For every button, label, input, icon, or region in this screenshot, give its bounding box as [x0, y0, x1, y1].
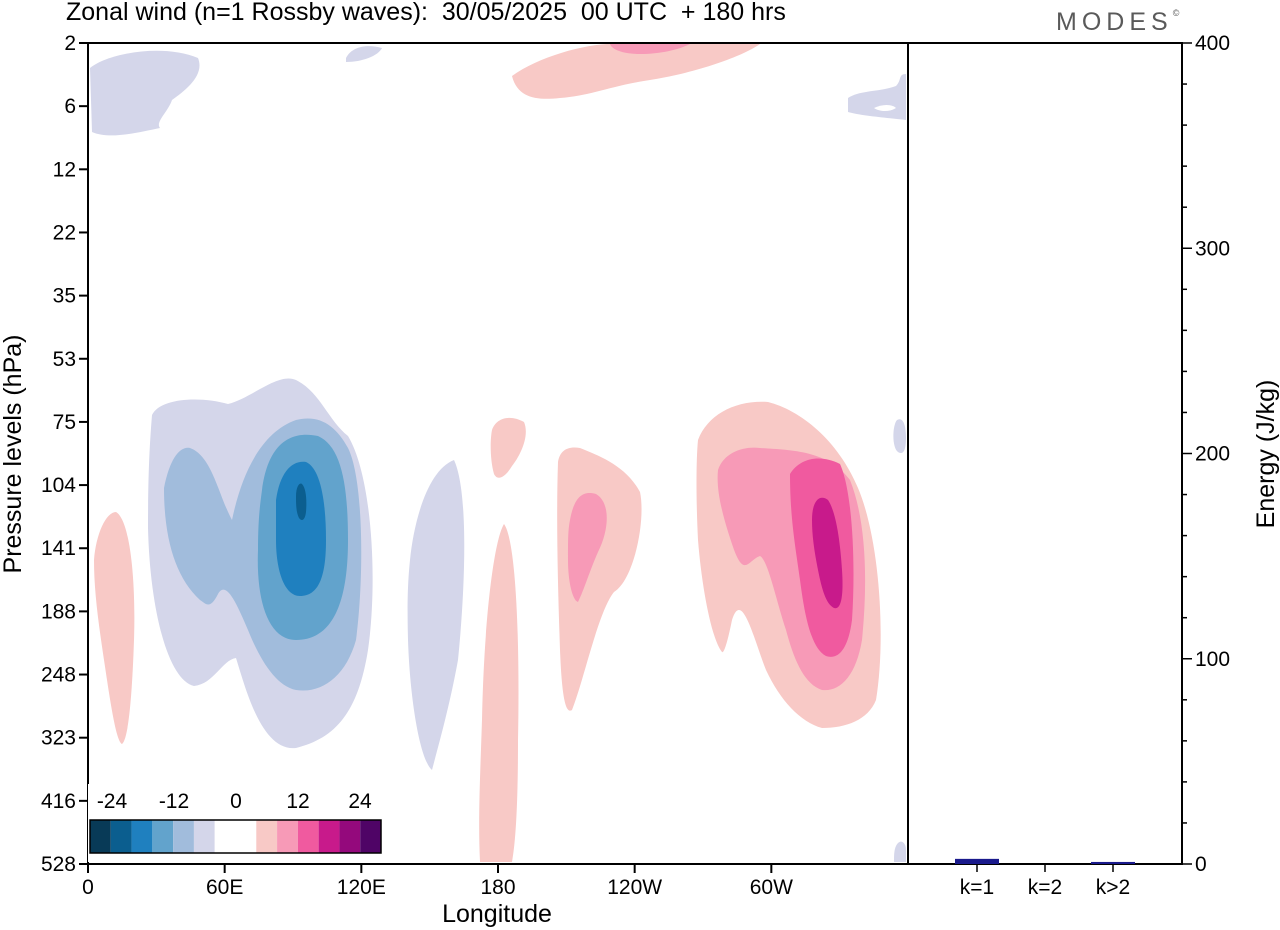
- chart-title: Zonal wind (n=1 Rossby waves): 30/05/202…: [66, 0, 786, 26]
- colorbar-swatch: [173, 820, 194, 853]
- colorbar-swatch: [152, 820, 174, 853]
- longitude-tick-label: 120W: [607, 876, 662, 899]
- contour-neg-level1-midcolumn: [407, 460, 465, 770]
- pressure-tick-label: 104: [41, 474, 76, 497]
- contour-neg-level1-topleft: [90, 50, 200, 136]
- colorbar-label: 12: [286, 790, 309, 813]
- colorbar-swatch: [90, 820, 111, 853]
- contour-neg-level1-top: [346, 46, 382, 62]
- colorbar-legend: -24 -12 0 12 24: [88, 784, 384, 862]
- energy-tick-label: 100: [1195, 648, 1230, 671]
- bar-plot-frame: [907, 42, 1183, 865]
- colorbar-label: 0: [230, 790, 242, 813]
- contour-neg-level1-topright: [848, 74, 906, 120]
- brand-logo: MODES©: [1056, 8, 1179, 37]
- contour-pos-level2-top: [610, 44, 690, 54]
- pressure-tick-label: 6: [64, 95, 76, 118]
- colorbar-swatch: [360, 820, 381, 853]
- energy-tick-label: 0: [1195, 853, 1207, 876]
- colorbar-swatch: [256, 820, 278, 853]
- wavenumber-label: k>2: [1096, 876, 1130, 899]
- colorbar-outline: [89, 819, 382, 854]
- energy-bar-3: [1091, 861, 1135, 864]
- pressure-tick-label: 35: [53, 285, 76, 308]
- contour-pos-level1-top: [512, 43, 760, 99]
- pressure-tick-label: 323: [41, 727, 76, 750]
- longitude-tick-label: 120E: [337, 876, 386, 899]
- energy-tick-label: 200: [1195, 443, 1230, 466]
- colorbar-swatch: [110, 820, 132, 853]
- contour-neg-level5: [296, 483, 307, 520]
- contour-pos-level1-small: [490, 417, 526, 478]
- pressure-tick-label: 53: [53, 348, 76, 371]
- longitude-tick-label: 60W: [750, 876, 793, 899]
- contour-pos-level4: [812, 497, 843, 609]
- x-axis-title: Longitude: [442, 900, 552, 928]
- wavenumber-axis: k=1 k=2 k>2: [960, 864, 1130, 899]
- energy-bars: [955, 858, 1135, 864]
- wavenumber-label: k=1: [960, 876, 994, 899]
- colorbar-swatch: [277, 820, 298, 853]
- pressure-axis: 2 6 12 22 35 53 75 104 141 188 248 323 416 528: [41, 32, 88, 876]
- wavenumber-label: k=2: [1028, 876, 1062, 899]
- colorbar-swatch: [318, 820, 340, 853]
- colorbar-label: -24: [97, 790, 128, 813]
- colorbar-swatch: [214, 820, 236, 853]
- contour-neg-level4: [276, 461, 326, 596]
- longitude-tick-label: 0: [82, 876, 94, 899]
- colorbar-swatch: [131, 820, 153, 853]
- colorbar-swatch: [193, 820, 215, 853]
- energy-tick-label: 300: [1195, 237, 1230, 260]
- colorbar-label: -12: [159, 790, 189, 813]
- pressure-tick-label: 416: [41, 790, 76, 813]
- copyright-mark: ©: [1172, 8, 1180, 18]
- contour-pos-level1-left: [94, 512, 135, 744]
- brand-text: MODES: [1056, 8, 1173, 36]
- pressure-tick-label: 248: [41, 664, 76, 687]
- contour-field: [90, 43, 906, 862]
- longitude-axis: 0 60E 120E 180 120W 60W: [82, 864, 793, 899]
- pressure-tick-label: 75: [53, 411, 76, 434]
- longitude-tick-label: 180: [480, 876, 515, 899]
- pressure-tick-label: 12: [53, 158, 76, 181]
- contour-pos-level2-mid: [568, 493, 607, 602]
- colorbar-swatch: [339, 820, 361, 853]
- pressure-tick-label: 22: [53, 221, 76, 244]
- pressure-tick-label: 528: [41, 853, 76, 876]
- contour-neg-level1-hole: [874, 105, 896, 111]
- contour-neg-level1-bottom-right: [894, 841, 906, 862]
- pressure-tick-label: 141: [41, 537, 76, 560]
- energy-bar-1: [955, 858, 999, 864]
- pressure-tick-label: 188: [41, 600, 76, 623]
- colorbar-labels: -24 -12 0 12 24: [97, 790, 372, 813]
- energy-tick-label: 400: [1195, 32, 1230, 55]
- energy-axis-title: Energy (J/kg): [1252, 380, 1280, 529]
- longitude-tick-label: 60E: [206, 876, 243, 899]
- colorbar-swatches: [89, 819, 382, 854]
- colorbar-swatch: [235, 820, 257, 853]
- colorbar-swatch: [297, 820, 319, 853]
- energy-axis: 0 100 200 300 400: [1182, 32, 1230, 876]
- colorbar-label: 24: [348, 790, 372, 813]
- contour-neg-level1-right-edge: [893, 419, 906, 454]
- contour-pos-level1-column: [479, 524, 519, 862]
- y-axis-title: Pressure levels (hPa): [0, 335, 27, 574]
- pressure-tick-label: 2: [64, 32, 76, 55]
